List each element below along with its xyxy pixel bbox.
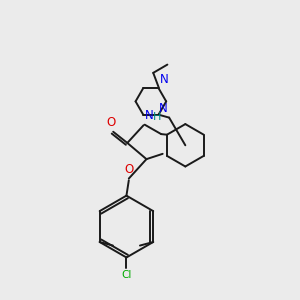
- Text: N: N: [144, 109, 153, 122]
- Text: H: H: [153, 112, 161, 122]
- Text: N: N: [159, 102, 167, 115]
- Text: N: N: [159, 73, 168, 86]
- Text: O: O: [124, 164, 134, 176]
- Text: Cl: Cl: [121, 270, 132, 280]
- Text: O: O: [106, 116, 116, 129]
